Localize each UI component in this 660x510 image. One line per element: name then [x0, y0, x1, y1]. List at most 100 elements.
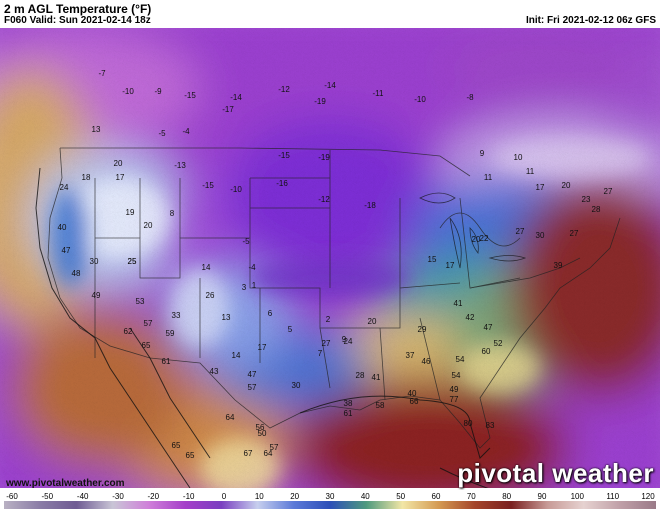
temperature-value-label: 38	[344, 399, 353, 408]
temperature-value-label: -13	[174, 161, 186, 170]
colorbar-tick-label: -60	[6, 492, 18, 501]
temperature-value-label: 64	[264, 449, 273, 458]
temperature-value-label: 20	[368, 317, 377, 326]
temperature-value-label: -15	[202, 181, 214, 190]
temperature-value-label: 83	[486, 421, 495, 430]
valid-time: F060 Valid: Sun 2021-02-14 18z	[4, 15, 151, 26]
temperature-value-label: 54	[452, 371, 461, 380]
temperature-value-label: 43	[210, 367, 219, 376]
temperature-value-label: 8	[170, 209, 175, 218]
temperature-value-label: 64	[226, 413, 235, 422]
colorbar-tick-label: -30	[112, 492, 124, 501]
temperature-value-label: 28	[592, 205, 601, 214]
temperature-value-label: 27	[570, 229, 579, 238]
temperature-value-label: 27	[516, 227, 525, 236]
colorbar-tick-label: 120	[641, 492, 655, 501]
temperature-value-label: 9	[342, 335, 347, 344]
temperature-value-label: 58	[376, 401, 385, 410]
temperature-value-label: 48	[72, 269, 81, 278]
temperature-value-label: -10	[414, 95, 426, 104]
temperature-value-label: 13	[92, 125, 101, 134]
temperature-value-label: 7	[318, 349, 323, 358]
colorbar-tick-label: -50	[42, 492, 54, 501]
temperature-labels: -7 -10 -9 -15 -14 -12 -17 -19 -14 -11 -10 -8 -5 -4 13 1…	[58, 69, 613, 460]
temperature-value-label: 53	[136, 297, 145, 306]
temperature-value-label: -14	[324, 81, 336, 90]
temperature-value-label: 6	[268, 309, 273, 318]
temperature-value-label: 57	[270, 443, 279, 452]
temperature-value-label: 24	[344, 337, 353, 346]
colorbar-tick-label: 60	[432, 492, 441, 501]
temperature-value-label: 56	[256, 423, 265, 432]
brand-logo-text: pivotal weather	[457, 458, 654, 488]
temperature-value-label: 18	[82, 173, 91, 182]
temperature-value-label: 65	[186, 451, 195, 460]
temperature-value-label: 15	[428, 255, 437, 264]
colorbar-tick-label: 70	[467, 492, 476, 501]
temperature-value-label: 67	[244, 449, 253, 458]
temperature-value-label: 2	[326, 315, 331, 324]
coastline	[35, 167, 491, 488]
colorbar-tick-label: 20	[290, 492, 299, 501]
temperature-value-label: 42	[466, 313, 475, 322]
colorbar-tick-label: 80	[502, 492, 511, 501]
temperature-value-label: -10	[122, 87, 134, 96]
temperature-value-label: 11	[526, 167, 535, 176]
site-credit: www.pivotalweather.com	[6, 478, 125, 489]
colorbar-tick-label: 100	[571, 492, 585, 501]
temperature-value-label: 11	[484, 173, 493, 182]
temperature-value-label: 20	[114, 159, 123, 168]
temperature-value-label: 47	[484, 323, 493, 332]
temperature-value-label: -12	[318, 195, 330, 204]
temperature-value-label: 30	[90, 257, 99, 266]
temperature-value-label: 20	[472, 235, 481, 244]
temperature-value-label: 77	[450, 395, 459, 404]
temperature-value-label: -18	[364, 201, 376, 210]
temperature-value-label: -9	[154, 87, 162, 96]
temperature-value-label: -4	[248, 263, 256, 272]
temperature-value-label: -15	[184, 91, 196, 100]
temperature-value-label: 20	[562, 181, 571, 190]
temperature-value-label: -14	[230, 93, 242, 102]
temperature-value-label: 22	[480, 234, 489, 243]
temperature-value-label: 47	[62, 246, 71, 255]
temperature-value-label: -17	[222, 105, 234, 114]
temperature-value-label: 19	[126, 208, 135, 217]
temperature-value-label: -7	[98, 69, 106, 78]
temperature-value-label: -19	[314, 97, 326, 106]
temperature-value-label: -4	[182, 127, 190, 136]
temperature-value-label: 39	[554, 261, 563, 270]
temperature-map: -7 -10 -9 -15 -14 -12 -17 -19 -14 -11 -10 -8 -5 -4 13 1…	[0, 28, 660, 488]
temperature-value-label: 60	[482, 347, 491, 356]
temperature-value-label: -10	[230, 185, 242, 194]
header: 2 m AGL Temperature (°F) F060 Valid: Sun…	[0, 0, 660, 28]
map-title: 2 m AGL Temperature (°F)	[4, 2, 152, 16]
temperature-value-label: 27	[604, 187, 613, 196]
colorbar-tick-label: 110	[606, 492, 619, 501]
colorbar-tick-label: 10	[255, 492, 264, 501]
temperature-value-label: 3	[242, 283, 247, 292]
colorbar-tick-label: -40	[77, 492, 89, 501]
temperature-value-label: 26	[206, 291, 215, 300]
temperature-value-label: 17	[258, 343, 267, 352]
colorbar-tick-label: 0	[222, 492, 227, 501]
colorbar-tick-label: -10	[183, 492, 195, 501]
temperature-value-label: 80	[464, 419, 473, 428]
colorbar-labels: -60 -50 -40 -30 -20 -10 0 10 20 30 40 50 60 70 80 90 100…	[6, 492, 655, 501]
temperature-value-label: 65	[142, 341, 151, 350]
temperature-value-label: 17	[116, 173, 125, 182]
temperature-value-label: -19	[318, 153, 330, 162]
temperature-value-label: 66	[410, 397, 419, 406]
temperature-value-label: 59	[166, 329, 175, 338]
temperature-value-label: 30	[292, 381, 301, 390]
colorbar-tick-label: 50	[396, 492, 405, 501]
temperature-value-label: 13	[222, 313, 231, 322]
boundaries	[47, 147, 621, 449]
temperature-value-label: 33	[172, 311, 181, 320]
temperature-value-label: 47	[248, 370, 257, 379]
temperature-value-label: 10	[514, 153, 523, 162]
temperature-value-label: 65	[172, 441, 181, 450]
temperature-value-label: 17	[536, 183, 545, 192]
temperature-value-label: -16	[276, 179, 288, 188]
